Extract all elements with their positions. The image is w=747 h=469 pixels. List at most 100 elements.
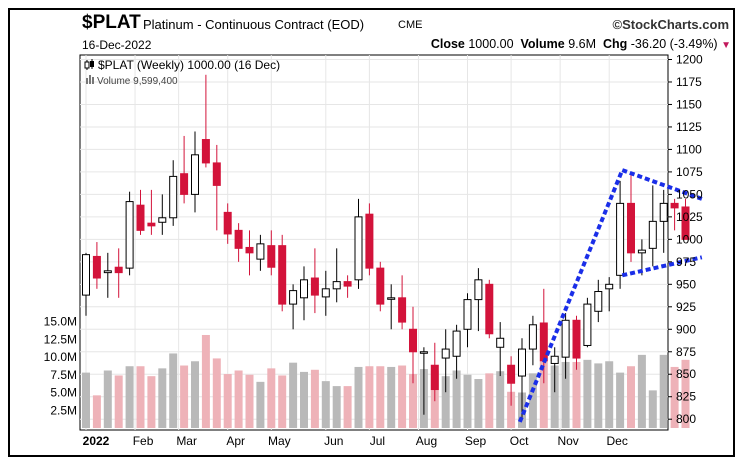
y-tick-label: 1175 [676,75,702,89]
volume-bar [539,360,548,428]
candle-body [103,270,112,274]
volume-bar [637,354,646,428]
volume-bar [191,361,199,428]
trendline [621,168,703,201]
y-tick-label: 1050 [676,187,703,201]
y-tick-label: 875 [676,345,696,359]
volume-bar [343,386,352,428]
volume-bar [278,375,287,428]
candle-body [539,322,548,362]
volume-bar [365,366,374,428]
volume-bar [627,366,635,428]
y-tick-label: 925 [676,300,696,314]
volume-bar [507,391,516,428]
x-tick-label: Feb [133,434,154,448]
volume-bar [474,379,483,428]
volume-bar [485,373,494,428]
volume-tick-label: 2.5M [50,403,77,417]
candle-body [637,249,646,254]
volume-tick-label: 7.5M [50,368,77,382]
y-tick-label: 1100 [676,142,702,156]
candle-body [245,246,254,254]
volume-bar [354,366,363,428]
instrument-description: Platinum - Continuous Contract (EOD) [143,17,365,32]
candle-body [158,217,167,223]
volume-bar [376,366,385,428]
volume-bar [670,366,679,428]
volume-label: Volume [520,37,565,51]
y-tick-label: 1025 [676,210,703,224]
candle-body [321,288,330,298]
candle-body [147,222,156,227]
candle-body [550,355,559,364]
x-tick-label: May [268,434,291,448]
x-tick-label: Sep [465,434,487,448]
candle-body [605,283,614,290]
x-tick-label: Nov [557,434,578,448]
candle-body [114,266,123,274]
candle-body [169,175,178,219]
volume-bar [550,365,559,428]
brand-watermark: ©StockCharts.com [612,17,730,32]
ticker-symbol: $PLAT [82,12,141,33]
volume-bar [169,353,178,428]
x-tick-label: Jun [324,434,343,448]
y-tick-label: 1200 [676,52,703,66]
candle-body [648,220,657,249]
candle-body [419,351,428,354]
volume-bar [267,368,276,428]
volume-bar [125,366,134,428]
candlestick-icon [84,59,94,70]
candle-body [332,281,341,290]
candle-body [627,202,635,254]
x-tick-label: 2022 [83,434,110,448]
y-tick-label: 1000 [676,232,703,246]
volume-bar [158,368,167,428]
volume-bar [583,359,592,428]
volume-bar [387,366,396,428]
y-tick-label: 1125 [676,120,702,134]
triangle-down-icon: ▼ [721,40,731,51]
candle-body [409,328,417,353]
x-tick-label: Mar [176,434,197,448]
close-value: 1000.00 [468,37,514,51]
volume-bar [561,361,570,428]
volume-bar [648,390,657,428]
volume-bar [409,374,417,428]
candle-body [267,245,276,268]
candle-body [572,319,581,359]
volume-bar [256,381,265,428]
candle-body [212,162,221,186]
volume-bar [136,366,145,428]
legend: $PLAT (Weekly) 1000.00 (16 Dec) Volume 9… [84,58,280,87]
y-tick-label: 900 [676,322,696,336]
y-tick-label: 1075 [676,165,703,179]
y-tick-label: 825 [676,390,696,404]
volume-bar [659,354,668,428]
volume-bar [114,375,123,428]
volume-tick-label: 12.5M [44,332,77,346]
candle-body [376,267,385,305]
candle-body [343,281,352,287]
volume-tick-label: 15.0M [44,315,77,329]
candle-body [300,279,308,299]
candle-body [387,297,396,300]
volume-value: 9.6M [568,37,596,51]
candle-body [310,277,319,296]
candle-body [452,330,461,357]
volume-bar [605,361,614,428]
candle-body [354,216,363,281]
x-tick-label: Oct [510,434,529,448]
quote-date: 16-Dec-2022 [82,38,152,52]
volume-bars [82,334,690,428]
date-axis: 2022 Feb Mar Apr May Jun Jul Aug Sep Oct Nov Dec [83,434,628,448]
volume-bar [103,370,112,428]
candle-body [561,319,570,358]
candle-body [125,201,134,269]
volume-bar [201,334,210,428]
volume-bar [398,365,407,428]
quote-summary: Close 1000.00 Volume 9.6M Chg -36.20 (-3… [431,37,731,51]
trendlines [517,168,703,423]
close-label: Close [430,37,465,51]
